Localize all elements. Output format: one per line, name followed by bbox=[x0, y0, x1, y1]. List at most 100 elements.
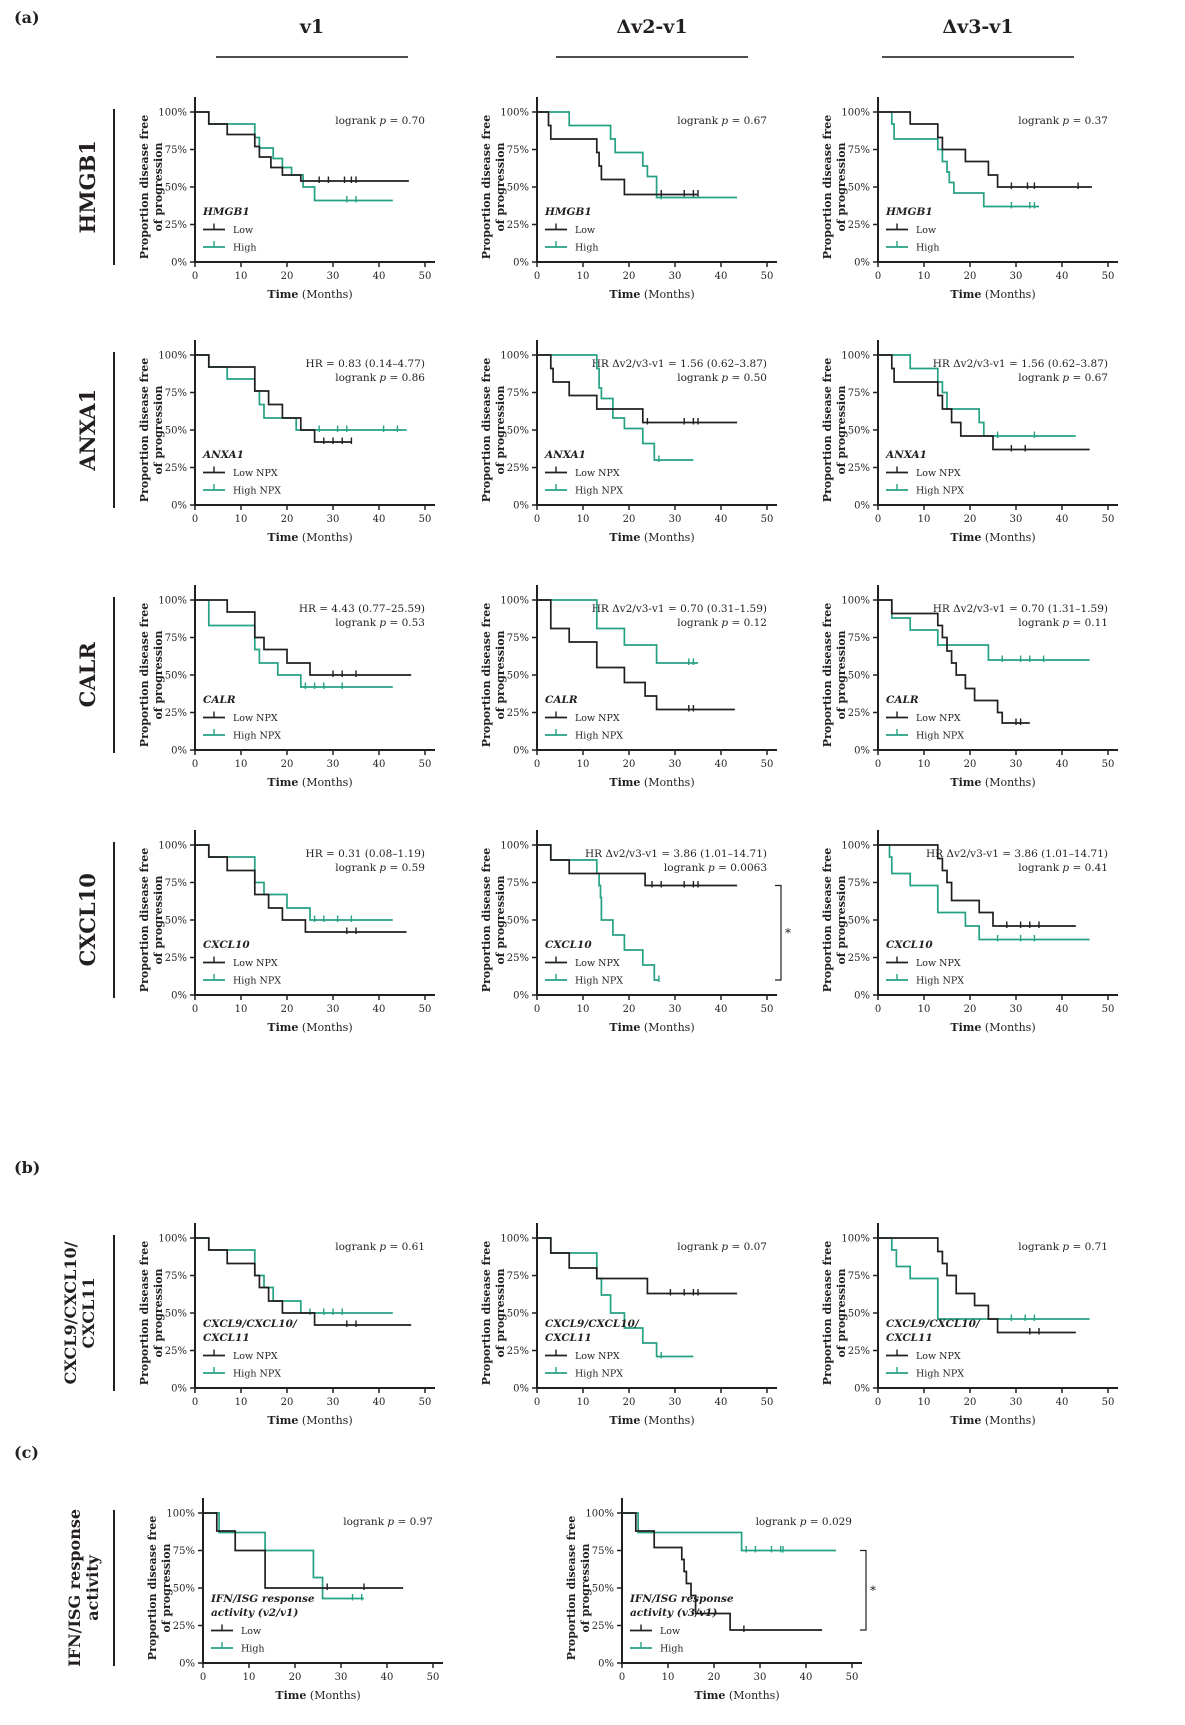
svg-text:HR = 0.31 (0.08–1.19): HR = 0.31 (0.08–1.19) bbox=[306, 848, 425, 860]
svg-text:of progression: of progression bbox=[152, 630, 165, 719]
svg-text:Proportion disease free: Proportion disease free bbox=[138, 358, 151, 502]
svg-text:Proportion disease free: Proportion disease free bbox=[821, 1241, 834, 1385]
svg-text:of progression: of progression bbox=[835, 875, 848, 964]
panel-label-b: (b) bbox=[14, 1158, 41, 1177]
svg-text:0: 0 bbox=[192, 1397, 198, 1408]
svg-text:10: 10 bbox=[662, 1672, 675, 1683]
svg-text:10: 10 bbox=[918, 759, 931, 770]
km-plot-hmgb1-dv2-v1: 0 10 20 30 40 50 0% 25% 50% 75% 100% Proportion dis… bbox=[475, 87, 815, 322]
km-plot-calr-v1: 0 10 20 30 40 50 0% 25% 50% 75% 100% Proportion dis… bbox=[133, 575, 473, 810]
svg-text:CALR: CALR bbox=[886, 694, 919, 706]
svg-text:50%: 50% bbox=[165, 1309, 187, 1320]
svg-text:High NPX: High NPX bbox=[916, 1369, 964, 1380]
svg-text:ANXA1: ANXA1 bbox=[544, 449, 586, 461]
svg-text:logrank p = 0.71: logrank p = 0.71 bbox=[1018, 1241, 1108, 1253]
row-bracket-line bbox=[113, 352, 115, 508]
svg-text:Low NPX: Low NPX bbox=[916, 468, 961, 479]
svg-text:30: 30 bbox=[335, 1672, 348, 1683]
svg-text:75%: 75% bbox=[507, 388, 529, 399]
svg-text:50%: 50% bbox=[173, 1584, 195, 1595]
svg-text:50%: 50% bbox=[848, 1309, 870, 1320]
svg-text:0%: 0% bbox=[854, 991, 870, 1002]
km-svg: 0 10 20 30 40 50 0% 25% 50% 75% 100% Proportion dis… bbox=[480, 97, 777, 301]
svg-text:of progression: of progression bbox=[152, 385, 165, 474]
svg-text:50%: 50% bbox=[165, 671, 187, 682]
svg-text:50%: 50% bbox=[165, 426, 187, 437]
svg-text:40: 40 bbox=[715, 514, 728, 525]
svg-text:High NPX: High NPX bbox=[916, 976, 964, 987]
svg-text:logrank p = 0.029: logrank p = 0.029 bbox=[756, 1516, 852, 1528]
svg-text:0: 0 bbox=[192, 514, 198, 525]
svg-text:Time (Months): Time (Months) bbox=[267, 288, 352, 301]
svg-text:75%: 75% bbox=[507, 633, 529, 644]
svg-text:100%: 100% bbox=[500, 841, 529, 852]
svg-text:75%: 75% bbox=[507, 878, 529, 889]
svg-text:100%: 100% bbox=[500, 108, 529, 119]
svg-text:CXCL9/CXCL10/: CXCL9/CXCL10/ bbox=[203, 1318, 298, 1330]
svg-text:Time (Months): Time (Months) bbox=[267, 1414, 352, 1427]
svg-text:40: 40 bbox=[373, 759, 386, 770]
svg-text:30: 30 bbox=[1010, 1004, 1023, 1015]
svg-text:CXCL10: CXCL10 bbox=[545, 939, 592, 951]
svg-text:of progression: of progression bbox=[152, 1268, 165, 1357]
svg-text:0: 0 bbox=[200, 1672, 206, 1683]
km-svg: 0 10 20 30 40 50 0% 25% 50% 75% 100% Proportion dis… bbox=[821, 340, 1118, 544]
svg-text:Low NPX: Low NPX bbox=[916, 1351, 961, 1362]
svg-text:50%: 50% bbox=[848, 916, 870, 927]
svg-text:50%: 50% bbox=[507, 671, 529, 682]
svg-text:0: 0 bbox=[875, 1397, 881, 1408]
svg-text:100%: 100% bbox=[585, 1509, 614, 1520]
row-bracket-line bbox=[113, 109, 115, 265]
svg-text:0: 0 bbox=[192, 1004, 198, 1015]
svg-text:0%: 0% bbox=[513, 1384, 529, 1395]
svg-text:40: 40 bbox=[1056, 759, 1069, 770]
svg-text:Time (Months): Time (Months) bbox=[950, 1414, 1035, 1427]
svg-text:75%: 75% bbox=[165, 1271, 187, 1282]
svg-text:25%: 25% bbox=[592, 1621, 614, 1632]
svg-text:0: 0 bbox=[192, 759, 198, 770]
svg-text:75%: 75% bbox=[592, 1546, 614, 1557]
svg-text:High: High bbox=[241, 1644, 265, 1655]
svg-text:logrank p = 0.53: logrank p = 0.53 bbox=[335, 617, 425, 629]
svg-text:Low NPX: Low NPX bbox=[233, 468, 278, 479]
svg-text:30: 30 bbox=[1010, 759, 1023, 770]
km-svg: 0 10 20 30 40 50 0% 25% 50% 75% 100% Proportion dis… bbox=[138, 830, 435, 1034]
svg-text:HR Δv2/v3-v1 = 1.56 (0.62–3.87: HR Δv2/v3-v1 = 1.56 (0.62–3.87) bbox=[592, 358, 767, 370]
km-svg: 0 10 20 30 40 50 0% 25% 50% 75% 100% Proportion dis… bbox=[821, 830, 1118, 1034]
svg-text:20: 20 bbox=[281, 514, 294, 525]
svg-text:40: 40 bbox=[373, 1397, 386, 1408]
svg-text:0%: 0% bbox=[513, 746, 529, 757]
svg-text:of progression: of progression bbox=[835, 385, 848, 474]
svg-text:of progression: of progression bbox=[494, 142, 507, 231]
svg-text:High NPX: High NPX bbox=[916, 731, 964, 742]
svg-text:HMGB1: HMGB1 bbox=[885, 206, 933, 218]
svg-text:0: 0 bbox=[534, 1004, 540, 1015]
svg-text:logrank p = 0.41: logrank p = 0.41 bbox=[1018, 862, 1108, 874]
svg-text:CXCL9/CXCL10/: CXCL9/CXCL10/ bbox=[886, 1318, 981, 1330]
svg-text:10: 10 bbox=[243, 1672, 256, 1683]
svg-text:30: 30 bbox=[327, 271, 340, 282]
column-header-dv2-v1: Δv2-v1 bbox=[616, 16, 688, 38]
svg-text:20: 20 bbox=[281, 759, 294, 770]
km-plot-anxa1-dv2-v1: 0 10 20 30 40 50 0% 25% 50% 75% 100% Proportion dis… bbox=[475, 330, 815, 565]
svg-text:Proportion disease free: Proportion disease free bbox=[821, 115, 834, 259]
svg-text:20: 20 bbox=[964, 759, 977, 770]
svg-text:High NPX: High NPX bbox=[233, 976, 281, 987]
svg-text:Time (Months): Time (Months) bbox=[609, 1414, 694, 1427]
svg-text:0: 0 bbox=[534, 271, 540, 282]
svg-text:50: 50 bbox=[427, 1672, 440, 1683]
svg-text:10: 10 bbox=[235, 759, 248, 770]
svg-text:of progression: of progression bbox=[494, 1268, 507, 1357]
svg-text:10: 10 bbox=[577, 514, 590, 525]
km-svg: 0 10 20 30 40 50 0% 25% 50% 75% 100% Proportion dis… bbox=[138, 340, 435, 544]
km-plot-ifn-isg-v2-v1: 0 10 20 30 40 50 0% 25% 50% 75% 100% Proportion dis… bbox=[141, 1488, 481, 1723]
row-label: CXCL10 bbox=[75, 873, 101, 967]
svg-text:100%: 100% bbox=[500, 596, 529, 607]
svg-text:Low: Low bbox=[916, 225, 936, 236]
svg-text:*: * bbox=[870, 1583, 876, 1597]
svg-text:10: 10 bbox=[235, 514, 248, 525]
svg-text:20: 20 bbox=[623, 271, 636, 282]
svg-text:10: 10 bbox=[918, 514, 931, 525]
svg-text:40: 40 bbox=[1056, 514, 1069, 525]
svg-text:logrank p = 0.50: logrank p = 0.50 bbox=[677, 372, 767, 384]
